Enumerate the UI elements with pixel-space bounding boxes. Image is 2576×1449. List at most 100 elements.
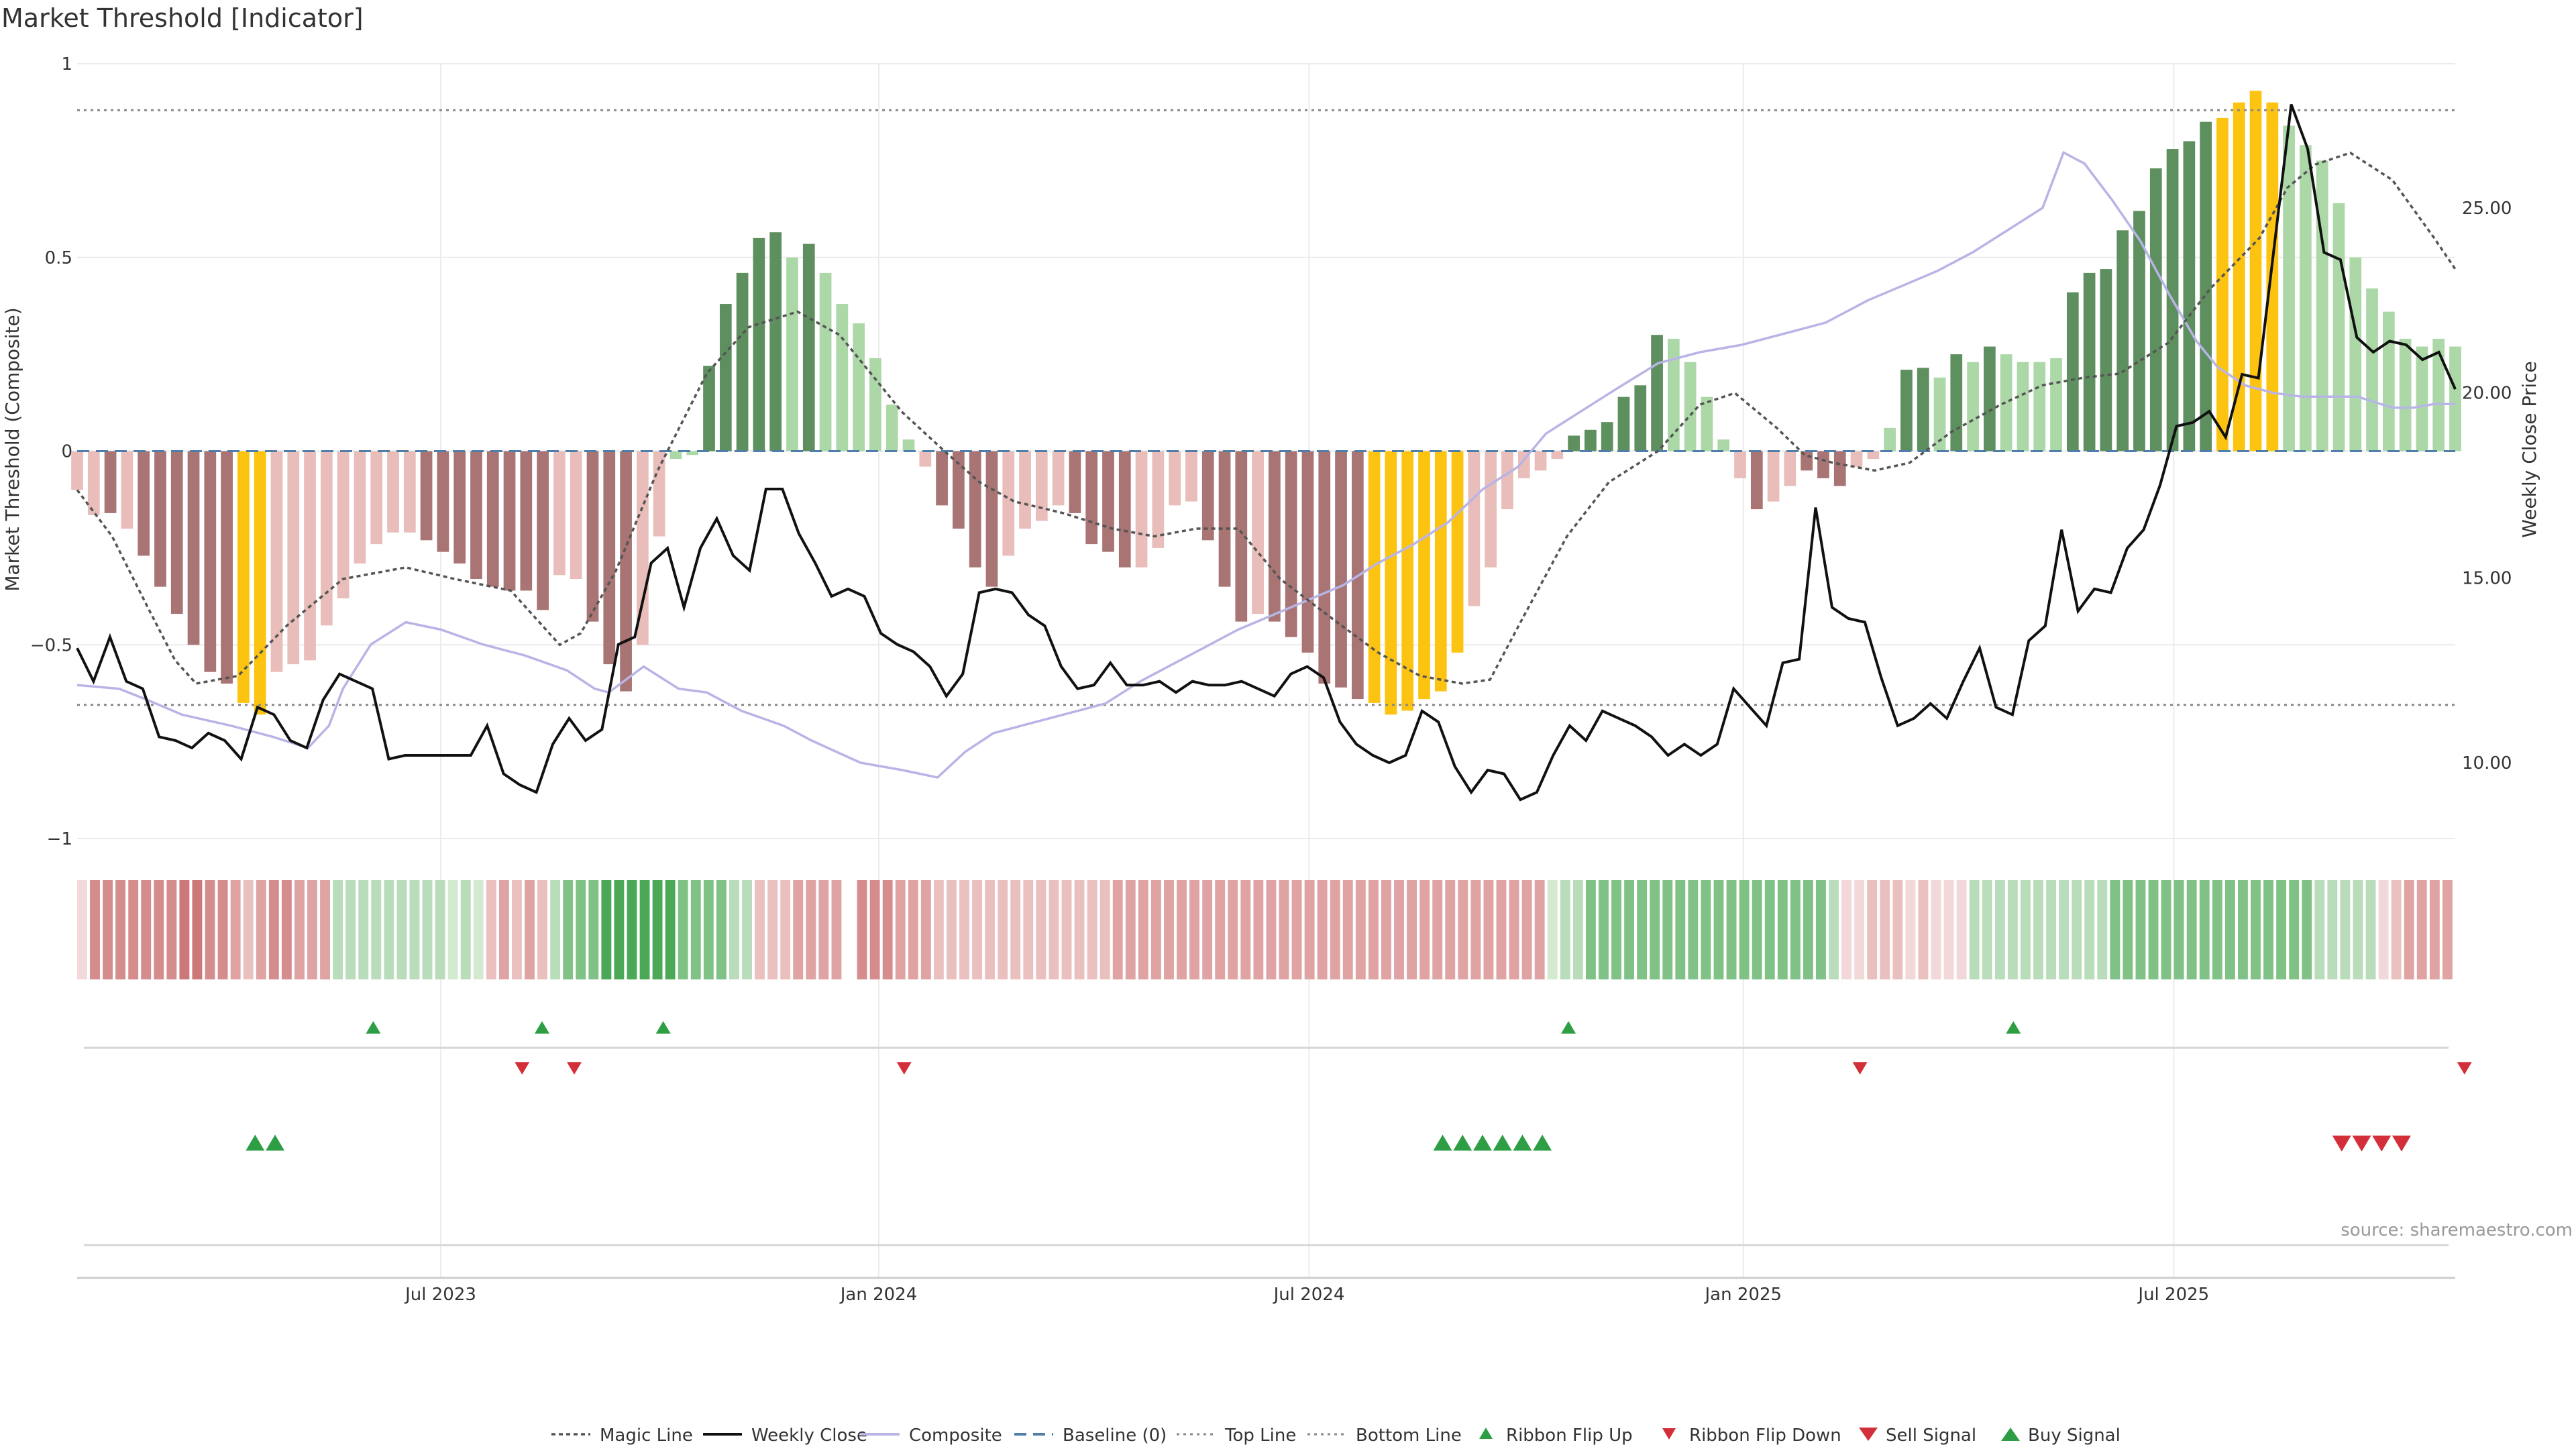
composite-bar [1385,451,1397,715]
composite-bar [1019,451,1031,529]
ribbon-cell [1662,880,1673,979]
composite-bar [1717,439,1730,451]
ribbon-cell [1049,880,1059,979]
ribbon-cell [2237,880,2248,979]
composite-bar [603,451,616,665]
ribbon-cell [1803,880,1813,979]
ribbon-cell [1036,880,1046,979]
ribbon-cell [1087,880,1097,979]
ribbon-cell [947,880,957,979]
ribbon-cell [818,880,829,979]
composite-bar [2432,339,2445,451]
ribbon-cell [1150,880,1161,979]
ribbon-cell [1650,880,1660,979]
ribbon-cell [806,880,816,979]
composite-bar [853,323,865,451]
ribbon-cell [920,880,931,979]
ribbon-cell [1943,880,1954,979]
ribbon-cell [1407,880,1417,979]
composite-bar [1950,354,1963,451]
ribbon-flip-up-marker [2006,1021,2021,1034]
ribbon-cell [1061,880,1072,979]
composite-bar [2066,292,2079,451]
composite-bar [1002,451,1015,556]
y-axis-label-left: Market Threshold (Composite) [1,307,23,591]
composite-bar [620,451,632,692]
composite-bar [1667,339,1680,451]
ribbon-cell [1892,880,1903,979]
ribbon-flip-down-marker [567,1062,582,1075]
ribbon-cell [217,880,228,979]
ribbon-cell [1317,880,1328,979]
sell-signal-marker [2392,1135,2411,1152]
ribbon-cell [256,880,266,979]
legend-swatch [2001,1428,2020,1441]
ribbon-cell [1164,880,1174,979]
composite-bar [2233,102,2245,451]
composite-bar [902,439,915,451]
ribbon-cell [1177,880,1187,979]
ribbon-cell [2391,880,2402,979]
composite-bar [1568,435,1580,451]
composite-bar [819,272,832,451]
composite-bar [1434,451,1447,692]
ribbon-cell [588,880,599,979]
ribbon-cell [627,880,637,979]
x-tick-label: Jul 2024 [1273,1285,1345,1305]
ribbon-cell [1867,880,1878,979]
composite-bar [170,451,183,614]
ribbon-cell [1713,880,1724,979]
composite-bar [1335,451,1347,688]
composite-bar [786,257,798,451]
ribbon-cell [1764,880,1775,979]
composite-bar [1169,451,1181,506]
ribbon-cell [128,880,139,979]
ribbon-cell [1637,880,1648,979]
ribbon-cell [1445,880,1456,979]
composite-bar [1218,451,1231,587]
composite-bar [1285,451,1297,637]
composite-bar [387,451,399,533]
ribbon-cell [1496,880,1507,979]
ribbon-cell [1215,880,1226,979]
ribbon-cell [550,880,561,979]
ribbon-cell [742,880,752,979]
ribbon-cell [601,880,612,979]
buy-signal-marker [266,1134,285,1151]
composite-bar [2149,168,2162,451]
composite-bar [1252,451,1264,614]
ribbon-flip-down-marker [896,1062,912,1075]
ribbon-cell [345,880,356,979]
composite-bar [2200,121,2212,451]
composite-bar [2266,102,2279,451]
sell-signal-marker [2352,1135,2371,1152]
ribbon-cell [998,880,1008,979]
composite-bar [437,451,449,552]
composite-bar [570,451,582,580]
composite-bar [1884,427,1896,451]
composite-bar [1585,429,1597,451]
composite-bar [2449,346,2461,451]
ribbon-cell [2302,880,2312,979]
composite-bar [2399,339,2412,451]
ribbon-cell [2174,880,2184,979]
composite-bar [2183,141,2196,451]
composite-bar [1634,385,1647,451]
ribbon-cell [409,880,420,979]
composite-bar [287,451,300,665]
ribbon-cell [614,880,625,979]
ribbon-cell [1931,880,1941,979]
composite-bar [553,451,566,576]
ribbon-cell [371,880,382,979]
sell-signal-marker [2332,1135,2351,1152]
ribbon-cell [2148,880,2159,979]
ribbon-cell [1534,880,1545,979]
ribbon-cell [384,880,394,979]
source-note: source: sharemaestro.com [2341,1220,2573,1240]
ribbon-cell [2084,880,2095,979]
composite-bars [71,91,2461,715]
composite-bar [2000,354,2012,451]
ribbon-cell [755,880,765,979]
composite-bar [2249,91,2262,451]
ribbon-cell [793,880,804,979]
